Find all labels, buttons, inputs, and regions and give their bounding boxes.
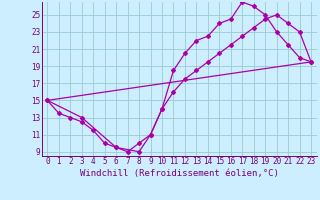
X-axis label: Windchill (Refroidissement éolien,°C): Windchill (Refroidissement éolien,°C) [80,169,279,178]
